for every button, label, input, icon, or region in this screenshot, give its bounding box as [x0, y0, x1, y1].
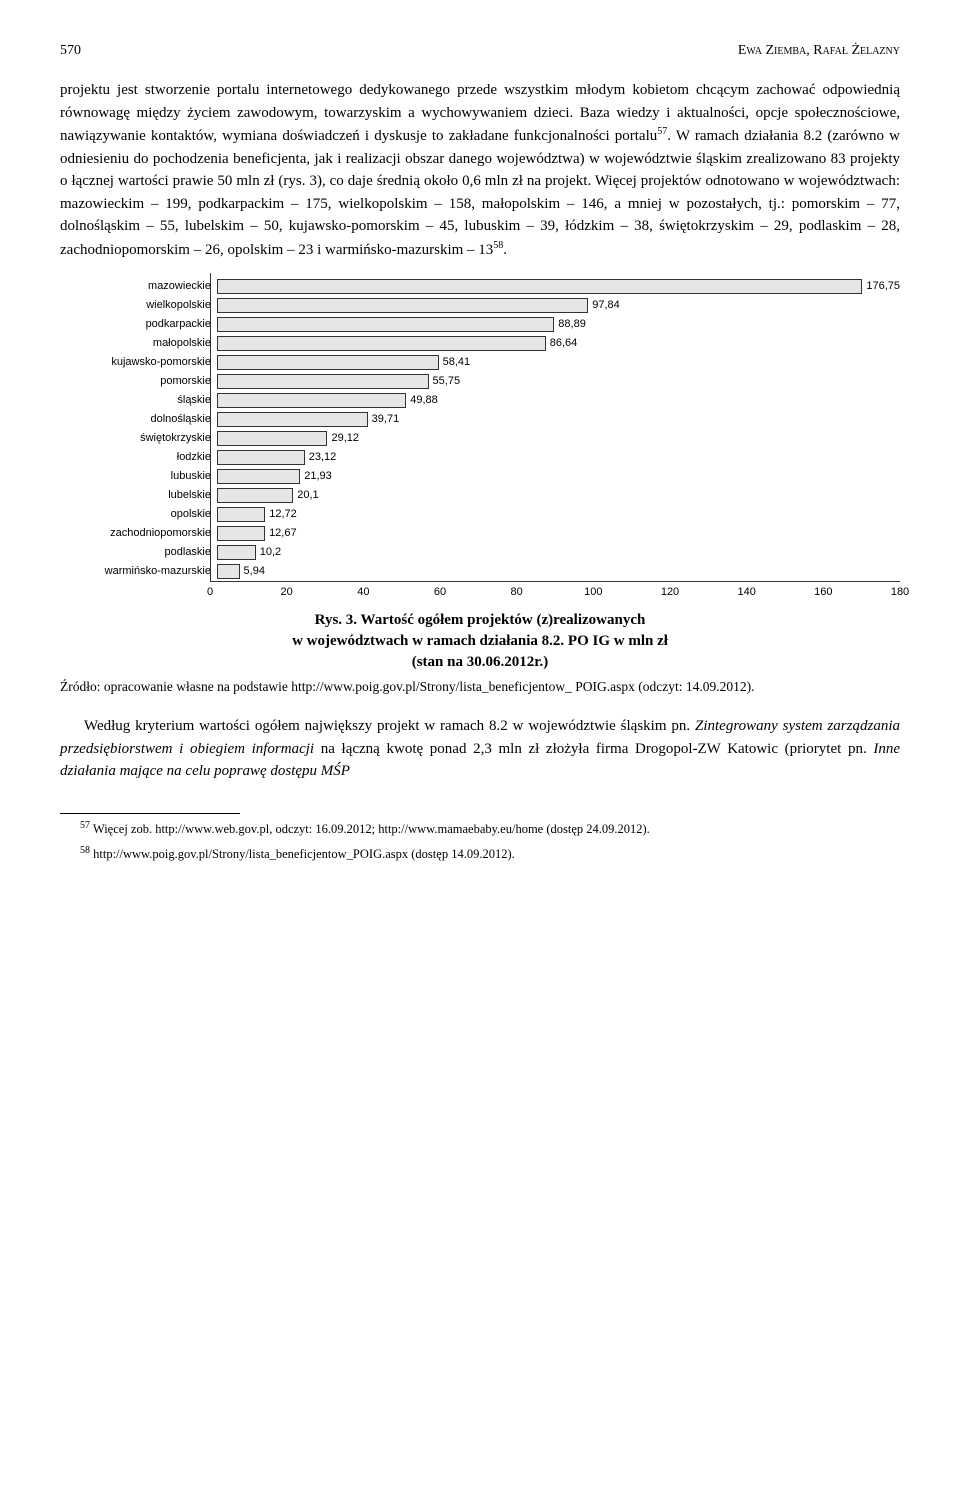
chart-row: dolnośląskie39,71	[211, 410, 900, 429]
chart-bar	[217, 279, 862, 294]
chart-bar-value: 21,93	[304, 468, 332, 485]
chart-bar-value: 5,94	[244, 563, 265, 580]
chart-bar	[217, 336, 546, 351]
chart-bar-value: 97,84	[592, 297, 620, 314]
chart-bar-value: 39,71	[372, 411, 400, 428]
chart-bar-label: śląskie	[61, 392, 217, 409]
chart-bar-label: podkarpackie	[61, 316, 217, 333]
chart-row: podlaskie10,2	[211, 543, 900, 562]
chart-bar-value: 88,89	[558, 316, 586, 333]
chart-bar-value: 12,67	[269, 525, 297, 542]
chart-bar	[217, 393, 406, 408]
chart-bar-label: małopolskie	[61, 335, 217, 352]
chart-bar	[217, 431, 327, 446]
chart-bar-label: warmińsko-mazurskie	[61, 563, 217, 580]
chart-tick: 80	[511, 584, 523, 601]
chart-bar-label: mazowieckie	[61, 278, 217, 295]
chart-row: zachodniopomorskie12,67	[211, 524, 900, 543]
chart-tick: 180	[891, 584, 909, 601]
footnote-58: 58 http://www.poig.gov.pl/Strony/lista_b…	[60, 843, 900, 864]
chart-bar	[217, 412, 368, 427]
chart-bar	[217, 298, 588, 313]
chart-bar-value: 23,12	[309, 449, 337, 466]
chart-bar	[217, 526, 265, 541]
chart-row: świętokrzyskie29,12	[211, 429, 900, 448]
chart-bar	[217, 507, 265, 522]
chart-row: małopolskie86,64	[211, 334, 900, 353]
chart-bar	[217, 355, 439, 370]
chart-tick: 120	[661, 584, 679, 601]
chart-row: mazowieckie176,75	[211, 277, 900, 296]
chart-bar-label: dolnośląskie	[61, 411, 217, 428]
page-header: 570 Ewa Ziemba, Rafał Żelazny	[60, 40, 900, 61]
chart-bar	[217, 545, 256, 560]
chart-row: pomorskie55,75	[211, 372, 900, 391]
figure-source: Źródło: opracowanie własne na podstawie …	[60, 677, 900, 697]
chart-tick: 140	[737, 584, 755, 601]
chart-bar-value: 10,2	[260, 544, 281, 561]
paragraph-1: projektu jest stworzenie portalu interne…	[60, 79, 900, 261]
chart-bar-label: świętokrzyskie	[61, 430, 217, 447]
chart-row: opolskie12,72	[211, 505, 900, 524]
chart-row: śląskie49,88	[211, 391, 900, 410]
chart-bar-value: 58,41	[443, 354, 471, 371]
chart-bar-label: pomorskie	[61, 373, 217, 390]
bar-chart: mazowieckie176,75wielkopolskie97,84podka…	[60, 273, 900, 600]
chart-tick: 20	[281, 584, 293, 601]
chart-row: wielkopolskie97,84	[211, 296, 900, 315]
chart-row: podkarpackie88,89	[211, 315, 900, 334]
chart-bar	[217, 374, 429, 389]
chart-bar	[217, 469, 300, 484]
chart-bar-label: lubelskie	[61, 487, 217, 504]
chart-bar-label: opolskie	[61, 506, 217, 523]
chart-bar	[217, 488, 293, 503]
chart-bar-value: 49,88	[410, 392, 438, 409]
chart-tick: 60	[434, 584, 446, 601]
header-authors: Ewa Ziemba, Rafał Żelazny	[738, 40, 900, 61]
chart-bar-label: podlaskie	[61, 544, 217, 561]
chart-bar-label: kujawsko-pomorskie	[61, 354, 217, 371]
chart-row: kujawsko-pomorskie58,41	[211, 353, 900, 372]
page-number: 570	[60, 40, 81, 61]
chart-bar-label: wielkopolskie	[61, 297, 217, 314]
chart-bar-value: 12,72	[269, 506, 297, 523]
chart-bar-label: zachodniopomorskie	[61, 525, 217, 542]
chart-row: lubuskie21,93	[211, 467, 900, 486]
chart-x-axis: 020406080100120140160180	[210, 581, 900, 600]
footnote-57: 57 Więcej zob. http://www.web.gov.pl, od…	[60, 818, 900, 839]
paragraph-2: Według kryterium wartości ogółem najwięk…	[60, 715, 900, 783]
chart-bar	[217, 564, 240, 579]
chart-tick: 160	[814, 584, 832, 601]
footnote-rule	[60, 813, 240, 814]
chart-bar-value: 86,64	[550, 335, 578, 352]
chart-bar-value: 20,1	[297, 487, 318, 504]
chart-bar-value: 29,12	[331, 430, 359, 447]
chart-tick: 100	[584, 584, 602, 601]
chart-bar-label: lubuskie	[61, 468, 217, 485]
chart-bar-value: 55,75	[433, 373, 461, 390]
chart-bar	[217, 450, 305, 465]
chart-row: lubelskie20,1	[211, 486, 900, 505]
chart-bar-label: łodzkie	[61, 449, 217, 466]
chart-row: warmińsko-mazurskie5,94	[211, 562, 900, 581]
figure-caption: Rys. 3. Wartość ogółem projektów (z)real…	[60, 610, 900, 673]
chart-bar-value: 176,75	[866, 278, 900, 295]
chart-row: łodzkie23,12	[211, 448, 900, 467]
chart-tick: 0	[207, 584, 213, 601]
chart-bar	[217, 317, 554, 332]
chart-tick: 40	[357, 584, 369, 601]
